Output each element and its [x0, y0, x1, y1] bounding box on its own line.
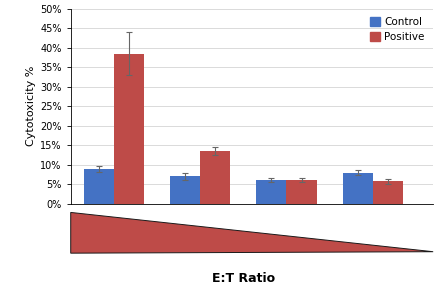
Bar [343, 173, 373, 204]
Bar [170, 176, 200, 204]
Text: E:T Ratio: E:T Ratio [212, 272, 274, 285]
Legend: Control, Positive: Control, Positive [367, 14, 428, 45]
Y-axis label: Cytotoxicity %: Cytotoxicity % [26, 66, 36, 146]
Bar [373, 182, 403, 204]
Bar [114, 54, 144, 204]
Bar [200, 151, 230, 204]
Polygon shape [71, 212, 433, 253]
Bar [286, 180, 316, 204]
Bar [256, 180, 286, 204]
Bar [84, 169, 114, 204]
